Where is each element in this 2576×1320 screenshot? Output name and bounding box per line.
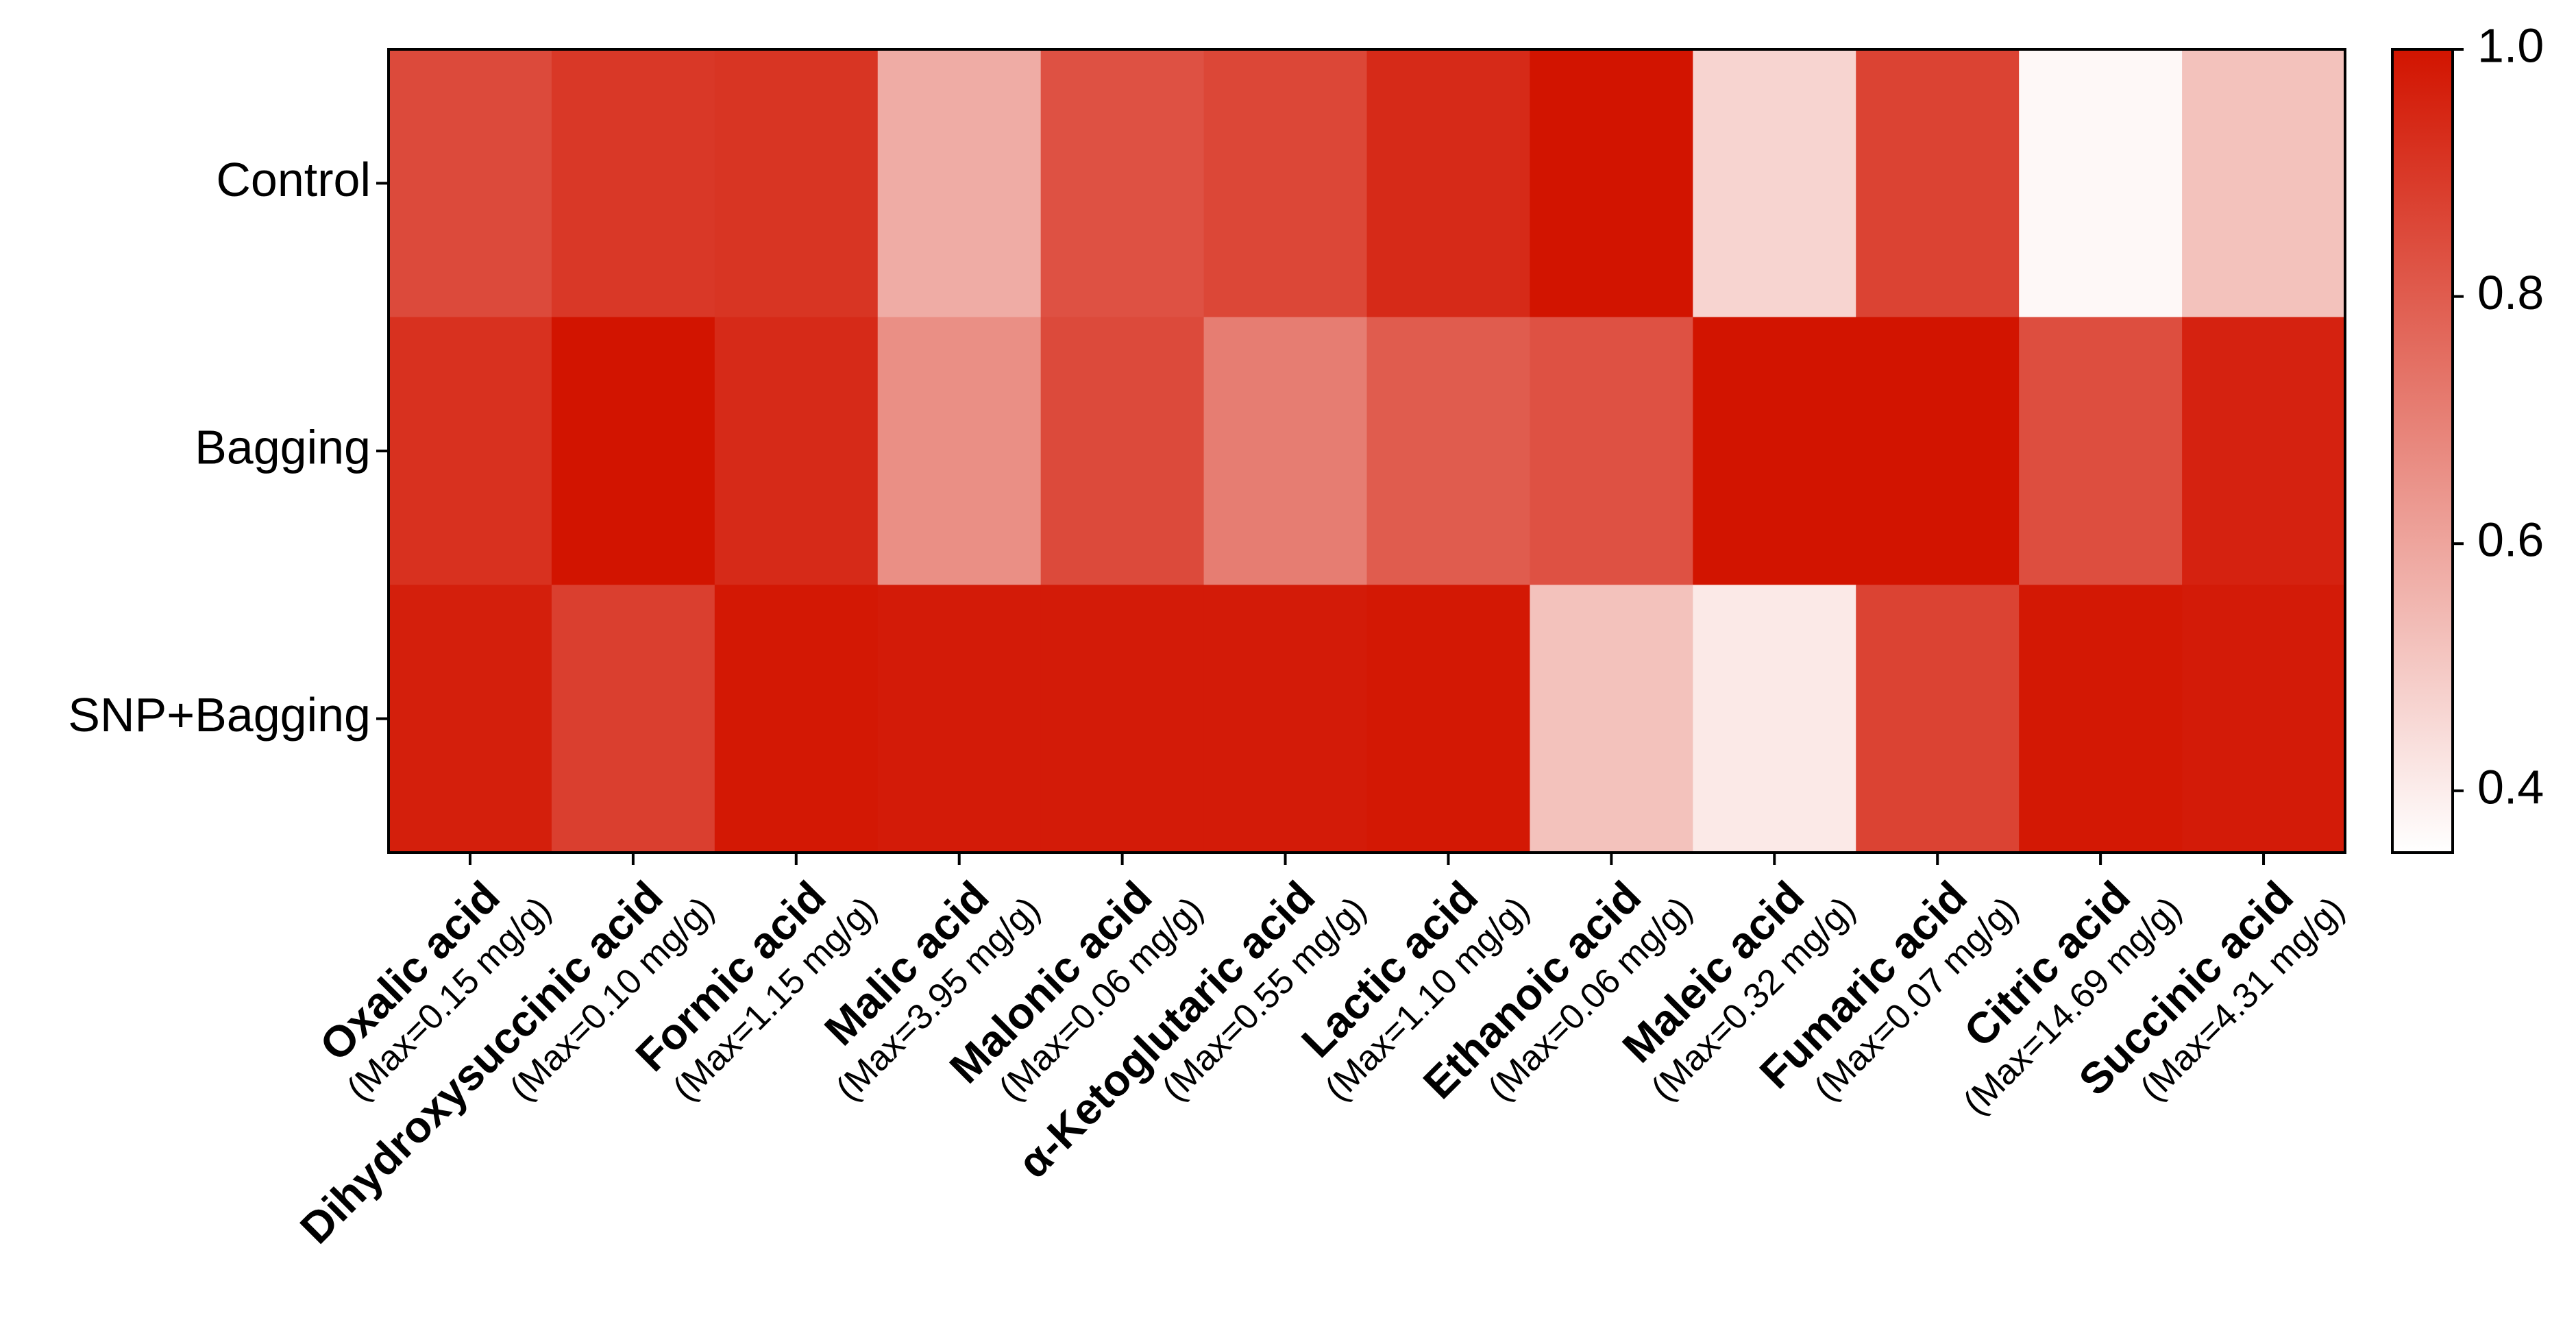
heatmap-cell-r2-c11 xyxy=(2182,585,2346,853)
column-axis: Oxalic acid(Max=0.15 mg/g)Dihydroxysucci… xyxy=(291,853,2352,1253)
heatmap-cell-r1-c0 xyxy=(389,317,552,585)
heatmap-cell-r1-c9 xyxy=(1856,317,2020,585)
heatmap-cell-r1-c3 xyxy=(877,317,1042,585)
heatmap-cell-r1-c1 xyxy=(551,317,715,585)
heatmap-cell-r2-c1 xyxy=(551,585,715,853)
heatmap-cell-r2-c10 xyxy=(2019,585,2183,853)
heatmap-cell-r2-c3 xyxy=(877,585,1042,853)
heatmap-cell-r0-c9 xyxy=(1856,49,2020,318)
heatmap-cell-r0-c3 xyxy=(877,49,1042,318)
row-label: Control xyxy=(216,153,371,206)
heatmap-cell-r2-c2 xyxy=(714,585,879,853)
row-axis: Control Bagging SNP+Bagging xyxy=(68,153,389,742)
heatmap-cell-r2-c9 xyxy=(1856,585,2020,853)
heatmap-cell-r2-c6 xyxy=(1366,585,1531,853)
heatmap-cell-r0-c11 xyxy=(2182,49,2346,318)
heatmap-cell-r1-c6 xyxy=(1366,317,1531,585)
colorbar-tick-label: 0.6 xyxy=(2477,513,2544,567)
colorbar-tick-label: 0.8 xyxy=(2477,266,2544,319)
colorbar-ticks: 0.4 0.6 0.8 1.0 xyxy=(2453,19,2544,814)
heatmap-cell-r2-c7 xyxy=(1530,585,1693,853)
row-label: Bagging xyxy=(195,420,371,474)
heatmap-cell-r0-c2 xyxy=(714,49,879,318)
heatmap-cell-r0-c1 xyxy=(551,49,715,318)
heatmap-cell-r1-c7 xyxy=(1530,317,1693,585)
heatmap-cell-r1-c2 xyxy=(714,317,879,585)
heatmap-cell-r2-c8 xyxy=(1693,585,1856,853)
colorbar-tick-label: 0.4 xyxy=(2477,760,2544,814)
heatmap-cells xyxy=(389,49,2346,853)
heatmap-cell-r1-c8 xyxy=(1693,317,1856,585)
heatmap-cell-r0-c7 xyxy=(1530,49,1693,318)
row-label: SNP+Bagging xyxy=(68,688,371,742)
heatmap-cell-r1-c11 xyxy=(2182,317,2346,585)
heatmap-cell-r0-c10 xyxy=(2019,49,2183,318)
heatmap-cell-r1-c5 xyxy=(1203,317,1368,585)
heatmap-cell-r0-c0 xyxy=(389,49,552,318)
colorbar-tick-label: 1.0 xyxy=(2477,19,2544,72)
heatmap-cell-r2-c5 xyxy=(1203,585,1368,853)
colorbar: 0.4 0.6 0.8 1.0 xyxy=(2391,19,2544,854)
heatmap-cell-r0-c5 xyxy=(1203,49,1368,318)
heatmap-cell-r1-c10 xyxy=(2019,317,2183,585)
heatmap-cell-r1-c4 xyxy=(1040,317,1205,585)
heatmap-cell-r2-c0 xyxy=(389,585,552,853)
heatmap-cell-r0-c6 xyxy=(1366,49,1531,318)
heatmap-cell-r0-c4 xyxy=(1040,49,1205,318)
colorbar-gradient xyxy=(2391,48,2454,854)
heatmap-cell-r2-c4 xyxy=(1040,585,1205,853)
heatmap-cell-r0-c8 xyxy=(1693,49,1856,318)
